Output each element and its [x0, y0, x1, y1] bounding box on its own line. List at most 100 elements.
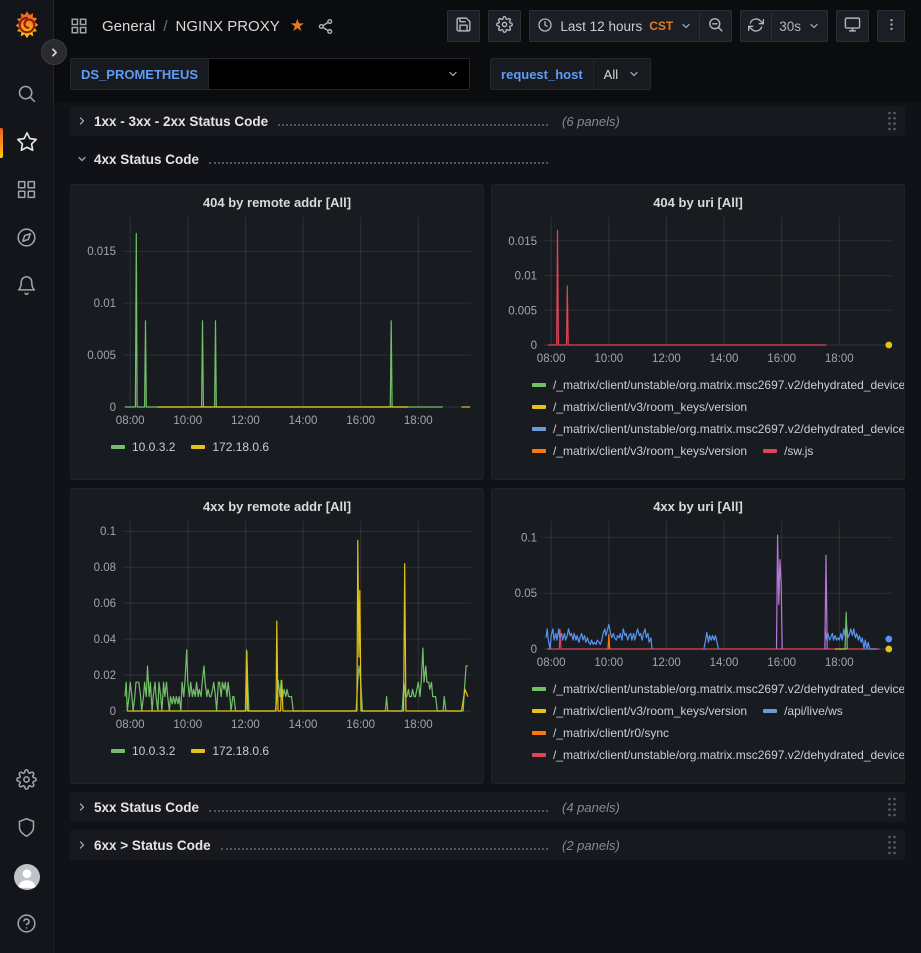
legend-swatch [191, 749, 205, 753]
panel-grid: 404 by remote addr [All]00.0050.010.0150… [70, 184, 905, 784]
sidebar-item-search[interactable] [0, 71, 53, 119]
dashboard-row-header[interactable]: 6xx > Status Code(2 panels) [70, 830, 905, 860]
variable-value-dropdown[interactable]: All [593, 58, 651, 90]
legend-item[interactable]: 10.0.3.2 [111, 438, 175, 456]
legend-item[interactable]: 10.0.3.2 [111, 742, 175, 760]
legend-swatch [532, 427, 546, 431]
breadcrumb-separator: / [163, 18, 167, 35]
panel-title[interactable]: 404 by remote addr [All] [81, 189, 473, 215]
clock-icon [537, 17, 553, 36]
svg-text:0.01: 0.01 [94, 298, 116, 310]
legend-label: 10.0.3.2 [132, 440, 175, 454]
panel-title[interactable]: 404 by uri [All] [502, 189, 894, 215]
apps-icon [16, 179, 37, 203]
legend-swatch [532, 687, 546, 691]
panel-legend: 10.0.3.2 172.18.0.6 [81, 434, 473, 456]
legend-item[interactable]: 172.18.0.6 [191, 438, 269, 456]
svg-text:08:00: 08:00 [116, 415, 145, 427]
legend-item[interactable]: /_matrix/client/unstable/org.matrix.msc2… [532, 746, 905, 764]
svg-text:0: 0 [110, 706, 116, 718]
tv-mode-button[interactable] [836, 10, 869, 42]
sidebar-item-shield[interactable] [0, 805, 53, 853]
sidebar-item-star[interactable] [0, 119, 53, 167]
sidebar-expand-button[interactable] [41, 39, 67, 65]
legend-item[interactable]: /_matrix/client/v3/room_keys/version [532, 398, 747, 416]
more-options-button[interactable] [877, 10, 905, 42]
legend-item[interactable]: /_matrix/client/v3/room_keys/version [532, 702, 747, 720]
refresh-icon [748, 17, 764, 36]
row-title: 1xx - 3xx - 2xx Status Code [94, 114, 268, 129]
legend-label: /api/live/ws [784, 704, 843, 718]
save-icon [455, 16, 472, 36]
legend-item[interactable]: /_matrix/client/unstable/org.matrix.msc2… [532, 376, 905, 394]
legend-item[interactable]: /_matrix/client/unstable/org.matrix.msc2… [532, 680, 905, 698]
row-drag-handle[interactable] [887, 796, 897, 818]
time-range-picker[interactable]: Last 12 hours CST [529, 10, 700, 42]
monitor-icon [844, 16, 861, 36]
sidebar-item-compass[interactable] [0, 215, 53, 263]
sidebar-item-gear[interactable] [0, 757, 53, 805]
share-icon[interactable] [317, 18, 334, 35]
svg-text:0.06: 0.06 [94, 598, 116, 610]
sidebar-item-avatar[interactable] [0, 853, 53, 901]
svg-text:0.005: 0.005 [508, 305, 537, 317]
variable-label: request_host [490, 58, 593, 90]
time-series-chart[interactable]: 00.0050.010.01508:0010:0012:0014:0016:00… [81, 215, 473, 434]
legend-swatch [532, 405, 546, 409]
row-panel-count: (6 panels) [562, 114, 620, 129]
legend-item[interactable]: /_matrix/client/unstable/org.matrix.msc2… [532, 420, 905, 438]
chevron-down-icon [76, 153, 88, 165]
legend-label: /_matrix/client/v3/room_keys/version [553, 444, 747, 458]
time-series-chart[interactable]: 00.020.040.060.080.108:0010:0012:0014:00… [81, 519, 473, 738]
legend-label: /_matrix/client/unstable/org.matrix.msc2… [553, 378, 905, 392]
dashboard-row-header[interactable]: 5xx Status Code(4 panels) [70, 792, 905, 822]
panel-title[interactable]: 4xx by uri [All] [502, 493, 894, 519]
save-dashboard-button[interactable] [447, 10, 480, 42]
grafana-logo[interactable] [12, 10, 42, 43]
refresh-interval-picker[interactable]: 30s [771, 10, 828, 42]
dashboard-row-header[interactable]: 1xx - 3xx - 2xx Status Code (6 panels) [70, 106, 905, 136]
legend-item[interactable]: 172.18.0.6 [191, 742, 269, 760]
row-drag-handle[interactable] [887, 834, 897, 856]
zoom-out-icon [707, 16, 724, 36]
time-series-chart[interactable]: 00.0050.010.01508:0010:0012:0014:0016:00… [502, 215, 894, 372]
apps-icon [70, 17, 88, 35]
panel-legend: 10.0.3.2 172.18.0.6 [81, 738, 473, 760]
dashboard-settings-button[interactable] [488, 10, 521, 42]
legend-item[interactable]: /_matrix/client/r0/sync [532, 724, 669, 742]
legend-swatch [763, 449, 777, 453]
svg-text:12:00: 12:00 [652, 353, 681, 365]
svg-text:14:00: 14:00 [710, 353, 739, 365]
favorite-star-icon[interactable]: ★ [290, 16, 305, 36]
timezone-label: CST [649, 19, 673, 33]
breadcrumb-folder[interactable]: General [102, 18, 155, 35]
legend-label: /sw.js [784, 444, 813, 458]
row-drag-handle[interactable] [887, 110, 897, 132]
chevron-down-icon [808, 20, 820, 32]
legend-item[interactable]: /sw.js [763, 442, 813, 460]
svg-text:0.05: 0.05 [515, 588, 537, 600]
nav-sidebar [0, 0, 54, 953]
panel: 4xx by remote addr [All]00.020.040.060.0… [70, 488, 484, 784]
legend-swatch [532, 709, 546, 713]
time-zoom-out-button[interactable] [699, 10, 732, 42]
panel: 404 by remote addr [All]00.0050.010.0150… [70, 184, 484, 480]
time-series-chart[interactable]: 00.050.108:0010:0012:0014:0016:0018:00 [502, 519, 894, 676]
legend-item[interactable]: /api/live/ws [763, 702, 843, 720]
panel-legend: /_matrix/client/unstable/org.matrix.msc2… [502, 372, 894, 460]
svg-text:18:00: 18:00 [404, 719, 433, 731]
panel-title[interactable]: 4xx by remote addr [All] [81, 493, 473, 519]
svg-text:18:00: 18:00 [825, 657, 854, 669]
legend-item[interactable]: /_matrix/client/v3/room_keys/version [532, 442, 747, 460]
sidebar-item-help[interactable] [0, 901, 53, 949]
time-controls: Last 12 hours CST [529, 10, 732, 42]
refresh-button[interactable] [740, 10, 772, 42]
sidebar-item-bell[interactable] [0, 263, 53, 311]
svg-text:16:00: 16:00 [767, 353, 796, 365]
sidebar-item-apps[interactable] [0, 167, 53, 215]
panel: 4xx by uri [All]00.050.108:0010:0012:001… [491, 488, 905, 784]
legend-swatch [532, 383, 546, 387]
svg-text:14:00: 14:00 [289, 415, 318, 427]
variable-value-dropdown[interactable] [208, 58, 470, 90]
dashboard-row-header[interactable]: 4xx Status Code [70, 144, 905, 174]
